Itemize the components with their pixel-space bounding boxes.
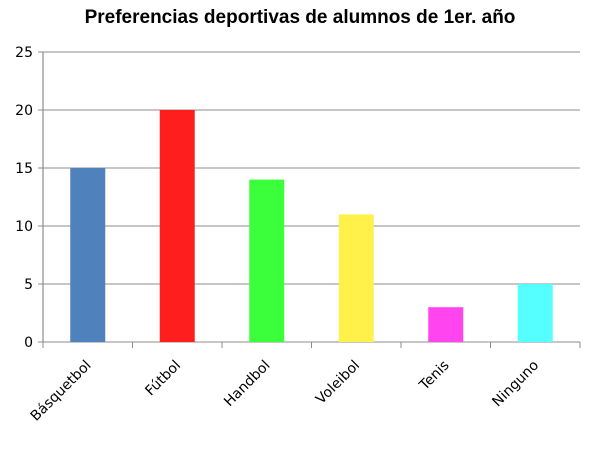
- x-tick-label: Fútbol: [142, 358, 184, 400]
- y-tick-label: 15: [15, 161, 33, 177]
- bar-ninguno: [517, 284, 553, 342]
- bar-tenis: [428, 307, 464, 342]
- y-tick-label: 20: [15, 103, 33, 119]
- bar-básquetbol: [70, 168, 106, 342]
- x-tick-label: Ninguno: [489, 358, 542, 411]
- x-tick-label: Tenis: [416, 358, 453, 395]
- x-tick-label: Voleibol: [313, 358, 363, 408]
- y-tick-label: 0: [24, 335, 33, 351]
- y-tick-label: 25: [15, 45, 33, 61]
- x-tick-label: Básquetbol: [28, 358, 95, 425]
- bar-handbol: [249, 179, 285, 342]
- bar-voleibol: [338, 214, 374, 342]
- y-tick-label: 5: [24, 277, 33, 293]
- chart-title: Preferencias deportivas de alumnos de 1e…: [85, 7, 516, 28]
- x-tick-label: Handbol: [221, 358, 273, 410]
- bar-fútbol: [159, 110, 195, 342]
- y-tick-label: 10: [15, 219, 33, 235]
